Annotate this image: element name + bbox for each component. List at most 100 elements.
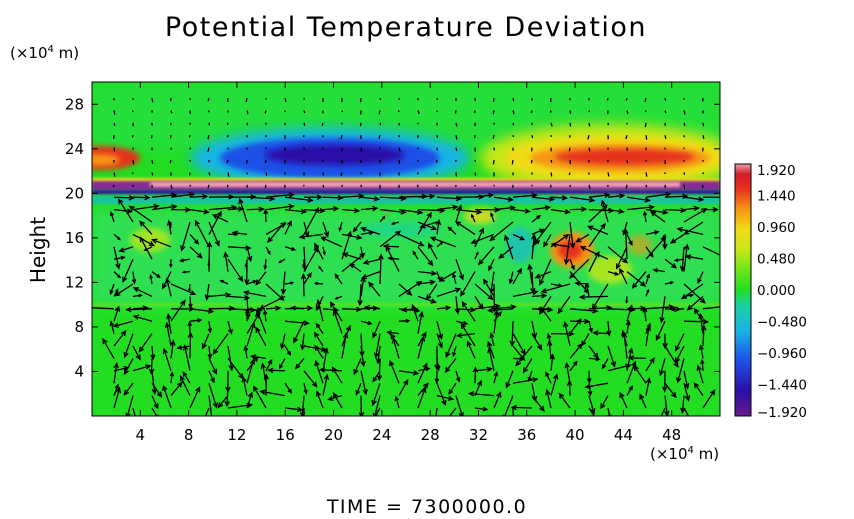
wind-vector-head-54 bbox=[539, 405, 545, 412]
wind-vector-head-398 bbox=[362, 259, 370, 265]
wind-vector-170 bbox=[303, 345, 327, 351]
wind-vector-head-140 bbox=[342, 331, 349, 339]
wind-vector-head-44 bbox=[327, 395, 334, 401]
wind-vector-571 bbox=[626, 196, 650, 202]
wind-vector-200 bbox=[256, 310, 267, 334]
wind-vector-238 bbox=[372, 320, 381, 338]
wind-vector-555 bbox=[322, 196, 343, 199]
wind-vector-606 bbox=[683, 184, 686, 190]
wind-vector-head-230 bbox=[227, 328, 233, 335]
wind-vector-576 bbox=[112, 184, 115, 188]
wind-vector-311 bbox=[539, 296, 552, 315]
wind-vector-820 bbox=[492, 97, 495, 102]
y-axis-unit: (×104 m) bbox=[10, 44, 79, 62]
wind-vector-306 bbox=[455, 296, 459, 314]
wind-vector-234 bbox=[293, 320, 305, 343]
wind-vector-131 bbox=[170, 340, 175, 359]
wind-vector-head-94 bbox=[684, 395, 691, 402]
wind-vector-head-370 bbox=[438, 276, 445, 282]
wind-vector-head-540 bbox=[662, 209, 669, 215]
wind-vector-head-110 bbox=[372, 376, 378, 383]
wind-vector-330 bbox=[303, 272, 312, 285]
wind-vector-head-376 bbox=[583, 287, 590, 295]
wind-vector-head-381 bbox=[652, 268, 658, 273]
wind-vector-347 bbox=[619, 268, 628, 285]
wind-vector-head-41 bbox=[259, 389, 266, 395]
wind-vector-head-408 bbox=[570, 265, 575, 271]
wind-vector-119 bbox=[550, 354, 554, 371]
wind-vector-head-209 bbox=[437, 342, 443, 349]
wind-vector-head-469 bbox=[519, 235, 526, 241]
wind-vector-660 bbox=[492, 159, 495, 165]
wind-vector-46 bbox=[374, 395, 381, 416]
wind-vector-head-307 bbox=[478, 303, 484, 310]
wind-vector-head-519 bbox=[258, 206, 265, 212]
wind-vector-head-455 bbox=[231, 230, 239, 236]
wind-vector-350 bbox=[683, 283, 706, 304]
wind-vector-head-3 bbox=[162, 384, 168, 392]
wind-vector-741 bbox=[208, 122, 211, 126]
wind-vector-648 bbox=[264, 159, 267, 164]
wind-vector-head-509 bbox=[650, 210, 657, 217]
wind-vector-47 bbox=[398, 379, 409, 396]
wind-vector-101 bbox=[208, 370, 215, 383]
wind-vector-323 bbox=[170, 283, 196, 295]
wind-vector-head-317 bbox=[659, 316, 665, 324]
wind-vector-head-273 bbox=[445, 305, 452, 311]
wind-vector-563 bbox=[474, 194, 493, 198]
wind-vector-head-543 bbox=[712, 206, 719, 213]
wind-vector-82 bbox=[448, 382, 457, 394]
wind-vector-548 bbox=[189, 195, 207, 198]
wind-vector-head-55 bbox=[553, 373, 559, 380]
wind-vector-209 bbox=[436, 333, 443, 348]
wind-vector-327 bbox=[246, 280, 257, 285]
wind-vector-head-289 bbox=[138, 293, 143, 298]
wind-vector-head-494 bbox=[382, 215, 386, 220]
x-tick-label-11: 48 bbox=[662, 426, 681, 444]
wind-vector-head-82 bbox=[448, 389, 454, 395]
warm-patch-a bbox=[588, 256, 632, 284]
wind-vector-358 bbox=[224, 252, 229, 272]
wind-vector-head-557 bbox=[373, 195, 381, 202]
wind-vector-766 bbox=[683, 122, 686, 127]
wind-vector-head-429 bbox=[359, 253, 365, 259]
wind-vector-183 bbox=[547, 334, 552, 347]
wind-vector-535 bbox=[550, 208, 570, 213]
wind-vector-head-360 bbox=[255, 279, 262, 286]
wind-vector-head-296 bbox=[242, 290, 250, 296]
wind-vector-298 bbox=[302, 274, 305, 297]
wind-vector-34 bbox=[151, 395, 159, 409]
wind-vector-150 bbox=[523, 358, 533, 373]
wind-vector-88 bbox=[565, 363, 571, 384]
wind-vector-head-207 bbox=[386, 330, 392, 335]
wind-vector-240 bbox=[411, 304, 419, 322]
wind-vector-head-297 bbox=[258, 304, 266, 310]
x-tick-label-0: 4 bbox=[136, 426, 146, 444]
wind-vector-148 bbox=[487, 341, 495, 359]
colorbar-label-8: −1.920 bbox=[757, 405, 807, 421]
wind-vector-342 bbox=[528, 264, 533, 285]
wind-vector-225 bbox=[114, 320, 134, 327]
wind-vector-head-182 bbox=[515, 360, 522, 367]
wind-vector-head-371 bbox=[460, 290, 466, 298]
wind-vector-56 bbox=[568, 380, 571, 396]
wind-vector-head-60 bbox=[645, 377, 652, 384]
wind-vector-377 bbox=[588, 251, 600, 272]
wind-vector-829 bbox=[664, 97, 667, 101]
wind-vector-head-487 bbox=[238, 197, 244, 205]
wind-vector-551 bbox=[246, 196, 275, 200]
wind-vector-head-333 bbox=[357, 299, 363, 307]
wind-vector-401 bbox=[428, 243, 438, 260]
wind-vector-head-172 bbox=[345, 324, 351, 332]
wind-vector-head-202 bbox=[299, 344, 306, 351]
wind-vector-head-272 bbox=[400, 307, 408, 313]
wind-vector-514 bbox=[151, 205, 177, 211]
wind-vector-189 bbox=[664, 345, 679, 367]
wind-vector-head-488 bbox=[263, 208, 269, 215]
wind-vector-head-258 bbox=[125, 306, 132, 313]
wind-vector-290 bbox=[133, 287, 153, 297]
wind-vector-440 bbox=[552, 243, 571, 248]
y-tick-label-4: 20 bbox=[65, 184, 84, 202]
wind-vector-head-493 bbox=[352, 227, 358, 233]
wind-vector-790 bbox=[530, 110, 533, 114]
